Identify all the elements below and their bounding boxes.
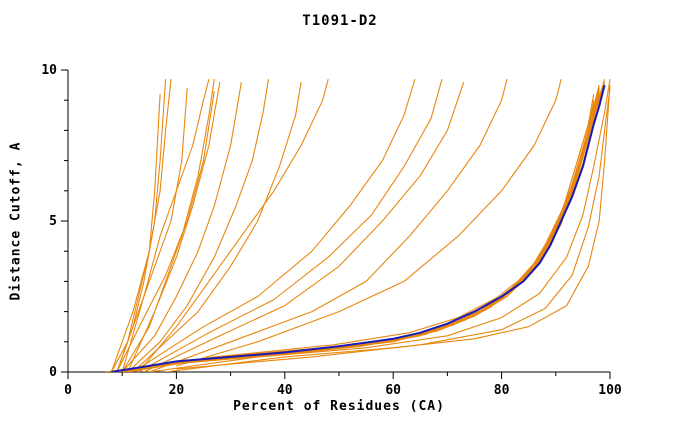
- model-curve: [143, 81, 465, 372]
- x-tick-label: 100: [598, 383, 622, 398]
- model-curve: [132, 82, 302, 372]
- x-tick-label: 40: [277, 383, 293, 398]
- model-curve: [138, 78, 329, 372]
- model-curve: [121, 78, 210, 372]
- model-curve: [149, 79, 611, 372]
- model-curve: [176, 78, 562, 367]
- x-tick-label: 80: [494, 383, 510, 398]
- model-curve: [105, 90, 600, 372]
- model-curve: [132, 78, 416, 372]
- model-curve: [122, 84, 600, 372]
- model-curve: [116, 88, 188, 372]
- model-curve: [127, 82, 221, 372]
- model-curve: [121, 79, 215, 372]
- model-curve: [116, 91, 600, 372]
- y-tick-label: 0: [49, 365, 57, 380]
- x-axis-label: Percent of Residues (CA): [233, 399, 445, 414]
- model-curve: [127, 79, 270, 372]
- x-tick-label: 0: [64, 383, 72, 398]
- x-tick-label: 60: [385, 383, 401, 398]
- model-curve: [138, 78, 443, 372]
- model-curve: [121, 82, 242, 372]
- model-curve: [110, 79, 172, 372]
- x-tick-label: 20: [169, 383, 185, 398]
- highlight-curve: [111, 84, 606, 372]
- model-curve: [176, 88, 611, 370]
- model-curve: [116, 87, 600, 372]
- y-tick-label: 10: [41, 63, 57, 78]
- model-curve: [116, 91, 215, 372]
- y-tick-label: 5: [49, 214, 57, 229]
- model-curve: [165, 85, 611, 372]
- model-curve: [122, 94, 595, 372]
- model-curve: [110, 94, 161, 372]
- chart-title: T1091-D2: [302, 13, 378, 29]
- model-curve: [149, 78, 508, 372]
